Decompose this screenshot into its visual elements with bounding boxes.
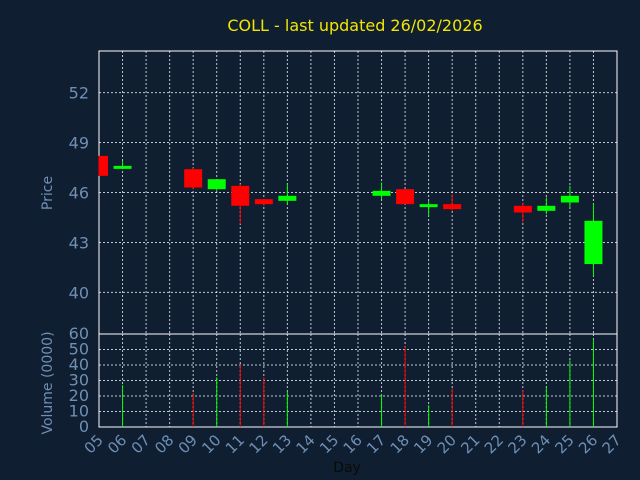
x-axis: 0506070809101112131415161718192021222324… [81,431,625,457]
candle-body [207,179,226,190]
volume-axis-label: Volume (0000) [40,331,56,434]
volume-tick-label: 20 [69,386,89,405]
price-panel: 40 43 46 49 52 [69,50,618,335]
volume-tick-label: 60 [69,324,89,343]
chart-title: COLL - last updated 26/02/2026 [227,16,482,35]
candle-body [184,169,203,188]
price-tick-label: 40 [69,283,89,302]
volume-tick-label: 10 [69,402,89,421]
candle-body [396,189,415,205]
price-tick-label: 49 [69,134,89,153]
volume-tick-label: 40 [69,355,89,374]
candle-body [560,195,579,203]
candle-body [419,204,438,208]
price-axis-label: Price [40,176,56,210]
candle-body [113,165,132,169]
volume-tick-label: 0 [79,417,89,436]
candle-body [99,155,108,176]
price-tick-label: 43 [69,233,89,252]
candle-body [443,204,462,210]
volume-panel-frame [98,333,618,428]
volume-tick-label: 50 [69,340,89,359]
candle-body [372,190,391,196]
candle-body [513,205,532,213]
candle-body [231,185,250,206]
candle-body [254,199,273,205]
x-axis-label: Day [333,460,361,476]
price-tick-label: 46 [69,184,89,203]
candle-body [537,205,556,211]
price-tick-label: 52 [69,84,89,103]
candle-body [584,220,603,265]
volume-tick-label: 30 [69,371,89,390]
candle-body [278,195,297,201]
